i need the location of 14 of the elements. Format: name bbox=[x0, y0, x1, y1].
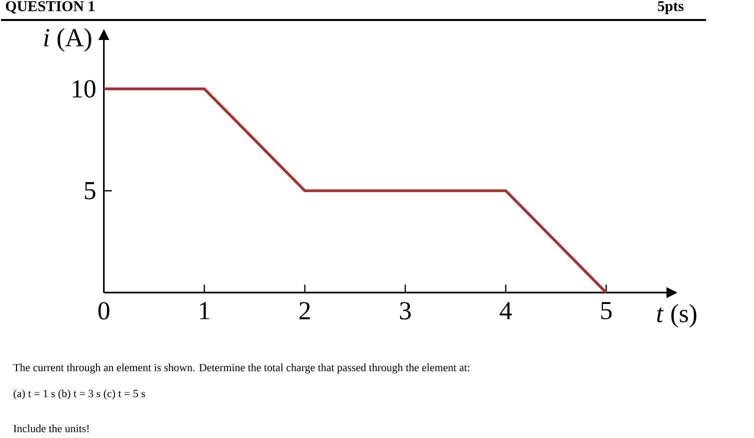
chart-title: QUESTION 1 bbox=[6, 0, 94, 14]
y-tick-label: 10 bbox=[72, 80, 96, 98]
x-tick-label: 5 bbox=[601, 302, 612, 320]
text: Include the units! bbox=[14, 424, 89, 432]
x-tick-label: 2 bbox=[299, 302, 310, 320]
text: 5pts bbox=[658, 0, 684, 14]
x-tick-label: 1 bbox=[200, 302, 210, 319]
x-tick-label: 0 bbox=[98, 302, 110, 320]
y-axis-title: i (A) bbox=[44, 28, 92, 52]
x-tick-label: 3 bbox=[400, 302, 411, 320]
x-axis-title: t (s) bbox=[657, 304, 696, 328]
text: (a) t = 1 s (b) t = 3 s (c) t = 5 s bbox=[14, 389, 145, 400]
text: The current through an element is shown. Determine the total charge that passed through the element at: bbox=[13, 363, 470, 374]
x-tick-label: 4 bbox=[500, 302, 512, 319]
